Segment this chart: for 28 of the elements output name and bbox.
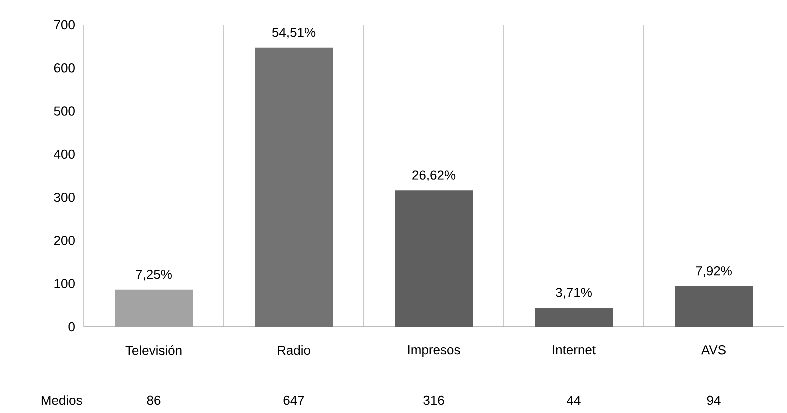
bar [255,48,333,327]
y-tick-label: 0 [68,322,75,332]
annotation: 54,51% [272,28,316,39]
y-tick-label: 400 [54,150,75,160]
x-tick-label: Televisión [126,346,182,356]
y-tick-label: 100 [54,279,75,288]
x-tick-label: AVS [702,346,726,355]
data-label: 86 [147,396,161,406]
data-label: 44 [567,396,581,405]
y-tick-label: 500 [54,106,75,116]
x-tick-label: Impresos [408,346,460,358]
x-tick-label: Radio [278,346,310,356]
bar [395,190,473,327]
data-label: 647 [284,396,304,406]
x-tick-label: Internet [553,346,596,355]
annotation: 3,71% [556,288,592,299]
annotation: 7,25% [136,270,172,281]
data-label: 316 [424,396,444,406]
y-tick-label: 200 [54,236,75,246]
y-tick-label: 300 [54,192,75,202]
annotation: 26,62% [412,170,456,182]
annotation: 7,92% [696,266,732,278]
bar [675,286,753,327]
data-label: 94 [707,396,721,406]
bar [535,308,614,327]
y-tick-label: 600 [54,64,75,73]
text: Medios [42,396,82,406]
y-tick-label: 700 [54,20,75,30]
